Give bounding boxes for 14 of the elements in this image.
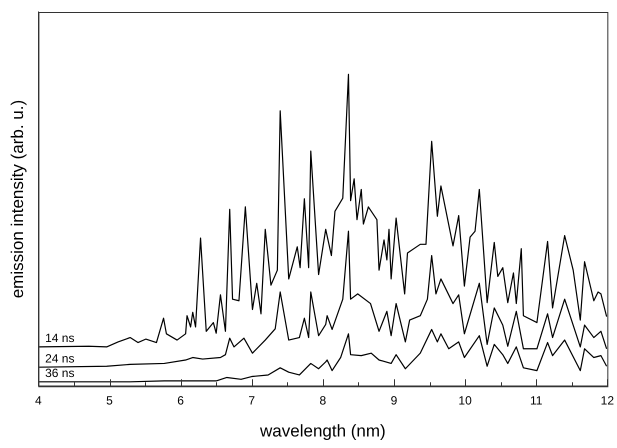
series-label: 36 ns: [45, 366, 74, 380]
x-tick-label: 8: [320, 394, 327, 408]
x-tick-label: 11: [530, 394, 543, 408]
x-tick-label: 12: [600, 394, 614, 408]
x-tick-label: 7: [248, 394, 256, 408]
x-tick-label: 4: [35, 394, 42, 408]
y-axis-title: emission intensity (arb. u.): [8, 100, 27, 298]
series-label: 24 ns: [45, 351, 74, 366]
x-tick-label: 10: [458, 394, 472, 408]
x-axis-title: wavelength (nm): [259, 421, 386, 440]
x-tick-label: 9: [390, 394, 398, 408]
x-tick-label: 5: [106, 394, 114, 408]
x-tick-label: 6: [177, 394, 184, 408]
series-label: 14 ns: [45, 331, 74, 346]
